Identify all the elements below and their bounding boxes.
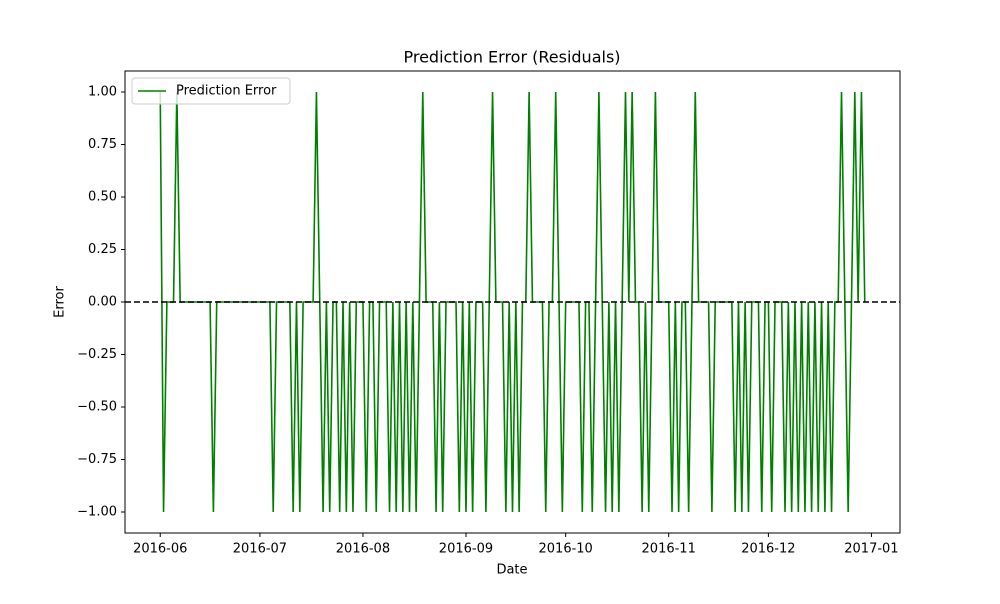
x-tick-label: 2016-11 xyxy=(642,542,696,557)
y-axis-label: Error xyxy=(53,286,68,318)
x-axis-label: Date xyxy=(496,563,527,578)
y-tick-label: −0.50 xyxy=(77,400,117,415)
y-tick-label: 1.00 xyxy=(88,85,117,100)
y-tick-label: −0.25 xyxy=(77,347,117,362)
chart-title: Prediction Error (Residuals) xyxy=(403,48,620,67)
y-tick-label: −1.00 xyxy=(77,505,117,520)
y-tick-label: 0.75 xyxy=(88,137,117,152)
data-line xyxy=(159,91,866,513)
x-tick-label: 2017-01 xyxy=(844,542,898,557)
x-tick-label: 2016-12 xyxy=(741,542,795,557)
legend-box xyxy=(131,77,291,105)
x-tick-label: 2016-09 xyxy=(439,542,493,557)
x-tick-label: 2016-10 xyxy=(539,542,593,557)
y-tick-label: 0.50 xyxy=(88,190,117,205)
legend-label: Prediction Error xyxy=(176,84,277,99)
x-tick-label: 2016-07 xyxy=(233,542,287,557)
x-tick-label: 2016-08 xyxy=(336,542,390,557)
x-tick-label: 2016-06 xyxy=(133,542,187,557)
y-tick-label: 0.00 xyxy=(88,295,117,310)
plot-frame xyxy=(124,70,901,534)
y-tick-label: −0.75 xyxy=(77,452,117,467)
y-tick-label: 0.25 xyxy=(88,242,117,257)
